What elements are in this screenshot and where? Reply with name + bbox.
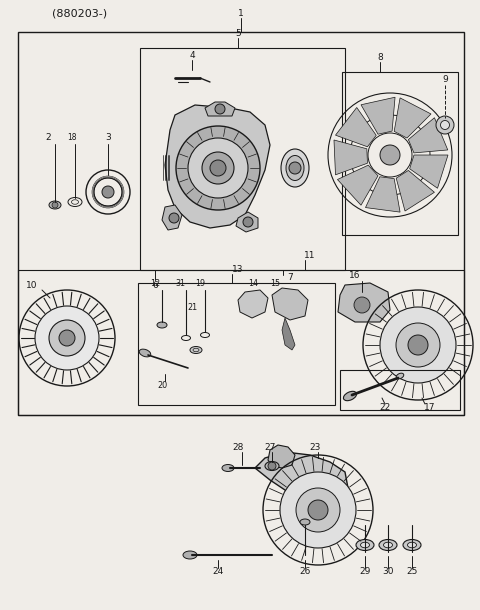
Polygon shape [282, 318, 295, 350]
Circle shape [59, 330, 75, 346]
Ellipse shape [360, 542, 370, 548]
Ellipse shape [441, 121, 449, 129]
Polygon shape [365, 177, 400, 212]
Ellipse shape [139, 349, 151, 357]
Polygon shape [338, 283, 390, 322]
Polygon shape [162, 205, 182, 230]
Ellipse shape [396, 373, 404, 379]
Circle shape [380, 307, 456, 383]
Circle shape [243, 217, 253, 227]
Polygon shape [205, 102, 235, 116]
Text: 6: 6 [152, 281, 158, 290]
Polygon shape [361, 97, 395, 134]
Ellipse shape [190, 346, 202, 354]
Circle shape [280, 472, 356, 548]
Text: 14: 14 [248, 279, 258, 289]
Text: 3: 3 [105, 134, 111, 143]
Text: 22: 22 [379, 403, 391, 412]
Circle shape [215, 104, 225, 114]
Polygon shape [409, 155, 448, 188]
Text: 28: 28 [232, 442, 244, 451]
Text: 15: 15 [270, 279, 280, 289]
Circle shape [380, 145, 400, 165]
Text: 30: 30 [382, 567, 394, 576]
Polygon shape [272, 288, 308, 320]
Text: 8: 8 [377, 52, 383, 62]
Ellipse shape [286, 156, 304, 181]
Text: 7: 7 [287, 273, 293, 282]
Polygon shape [396, 170, 434, 211]
Circle shape [169, 213, 179, 223]
Circle shape [35, 306, 99, 370]
Circle shape [176, 126, 260, 210]
Circle shape [296, 488, 340, 532]
Text: 13: 13 [232, 265, 244, 275]
Ellipse shape [300, 519, 310, 525]
Circle shape [188, 138, 248, 198]
Circle shape [49, 320, 85, 356]
Ellipse shape [49, 201, 61, 209]
Ellipse shape [436, 116, 454, 134]
Circle shape [268, 462, 276, 470]
Text: 12: 12 [150, 279, 160, 289]
Ellipse shape [222, 464, 234, 472]
Polygon shape [238, 290, 268, 318]
Text: 20: 20 [157, 381, 167, 390]
Text: 1: 1 [238, 10, 244, 18]
Text: 21: 21 [187, 304, 197, 312]
Circle shape [396, 323, 440, 367]
Text: 25: 25 [406, 567, 418, 576]
Ellipse shape [379, 539, 397, 550]
Circle shape [354, 297, 370, 313]
Text: 23: 23 [309, 442, 321, 451]
Ellipse shape [384, 542, 393, 548]
Text: 10: 10 [26, 281, 38, 290]
Polygon shape [255, 452, 348, 512]
Polygon shape [236, 212, 258, 232]
Polygon shape [408, 118, 448, 153]
Ellipse shape [408, 542, 417, 548]
Polygon shape [165, 105, 270, 228]
Circle shape [408, 335, 428, 355]
Polygon shape [336, 107, 376, 147]
Polygon shape [334, 140, 368, 175]
Ellipse shape [183, 551, 197, 559]
Text: 4: 4 [189, 51, 195, 60]
Ellipse shape [281, 149, 309, 187]
Text: (880203-): (880203-) [52, 9, 107, 19]
Ellipse shape [356, 539, 374, 550]
Circle shape [289, 162, 301, 174]
Text: 26: 26 [300, 567, 311, 576]
Circle shape [210, 160, 226, 176]
Polygon shape [337, 165, 378, 205]
Ellipse shape [265, 462, 279, 470]
Text: 5: 5 [235, 29, 241, 38]
Text: 9: 9 [442, 76, 448, 85]
Text: 16: 16 [349, 270, 361, 279]
Polygon shape [394, 98, 431, 138]
Text: 27: 27 [264, 442, 276, 451]
Text: 18: 18 [67, 134, 77, 143]
Text: 24: 24 [212, 567, 224, 576]
Circle shape [102, 186, 114, 198]
Ellipse shape [157, 322, 167, 328]
Circle shape [52, 202, 58, 208]
Text: 17: 17 [424, 403, 436, 412]
Circle shape [308, 500, 328, 520]
Text: 2: 2 [45, 134, 51, 143]
Circle shape [202, 152, 234, 184]
Ellipse shape [403, 539, 421, 550]
Ellipse shape [343, 392, 357, 401]
Text: 29: 29 [360, 567, 371, 576]
Text: 19: 19 [195, 279, 205, 289]
Polygon shape [268, 445, 295, 468]
Text: 31: 31 [175, 279, 185, 289]
Text: 11: 11 [304, 251, 316, 260]
